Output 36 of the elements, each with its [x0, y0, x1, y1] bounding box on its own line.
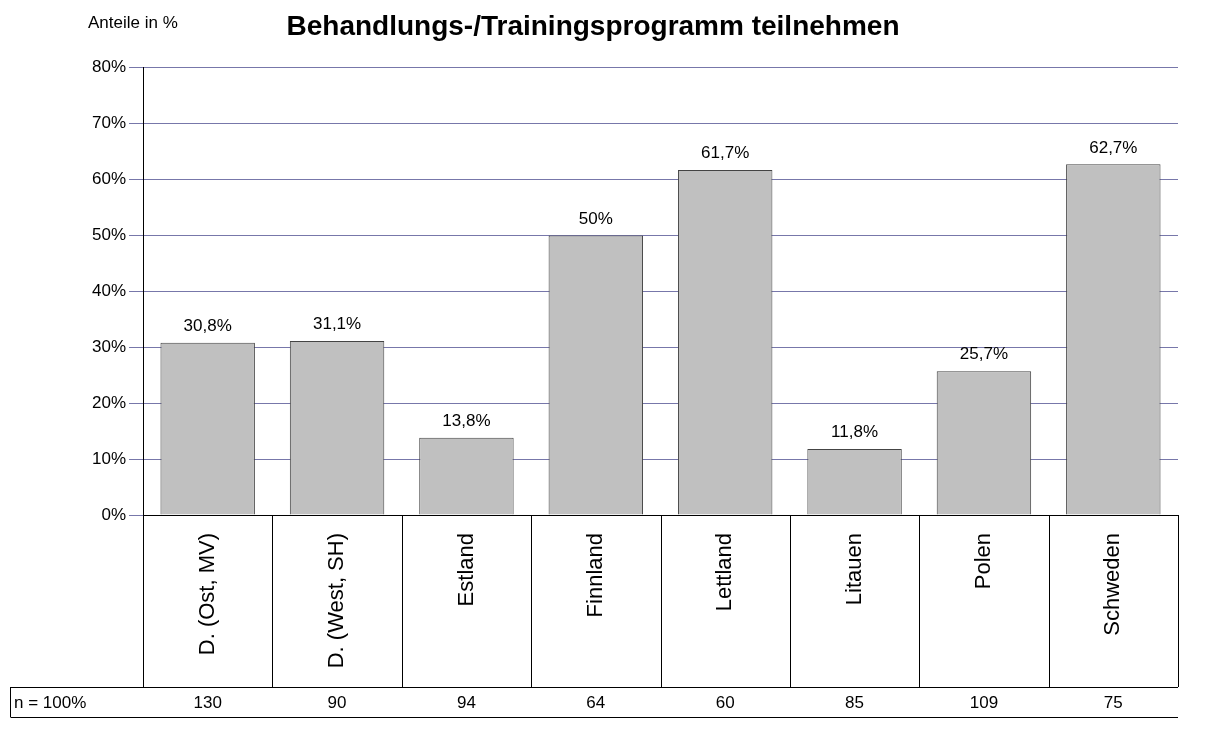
- y-tick-label: 40%: [91, 280, 126, 300]
- text: 109: [969, 692, 999, 712]
- text: 130: [193, 692, 222, 712]
- y-tick-label: 0%: [101, 504, 126, 524]
- data-label: 50%: [578, 208, 613, 228]
- text: 85: [845, 692, 865, 712]
- y-axis-title: Anteile in %: [88, 13, 178, 32]
- data-label: 61,7%: [701, 143, 750, 163]
- x-tick-label: Finnland: [581, 533, 607, 618]
- y-tick-label: 30%: [91, 336, 126, 356]
- data-label: 30,8%: [183, 315, 232, 335]
- y-tick-label: 20%: [91, 392, 126, 412]
- y-tick-label: 60%: [91, 169, 126, 189]
- text: 64: [586, 692, 606, 712]
- text: 90: [327, 692, 347, 712]
- x-tick-label: Lettland: [711, 533, 737, 612]
- x-tick-label: Estland: [452, 533, 478, 607]
- data-label: 13,8%: [442, 411, 491, 431]
- x-tick-label: Polen: [970, 533, 995, 590]
- x-tick-label: Schweden: [1099, 533, 1125, 636]
- data-label: 62,7%: [1089, 137, 1138, 157]
- x-tick-label: D. (Ost, MV): [193, 533, 219, 656]
- chart-title: Behandlungs-/Trainingsprogramm teilnehmen: [286, 9, 900, 41]
- y-tick-label: 80%: [91, 57, 126, 77]
- y-tick-label: 10%: [91, 448, 126, 468]
- x-tick-label: Litauen: [840, 533, 866, 606]
- text: n = 100%: [14, 692, 87, 712]
- data-label: 25,7%: [959, 344, 1009, 364]
- text: 60: [715, 692, 735, 712]
- y-tick-label: 50%: [91, 225, 126, 245]
- data-label: 11,8%: [831, 422, 879, 442]
- text: 94: [456, 692, 476, 712]
- text: 75: [1103, 692, 1123, 712]
- y-tick-label: 70%: [91, 113, 126, 133]
- data-label: 31,1%: [312, 314, 362, 334]
- x-tick-label: D. (West, SH): [323, 533, 349, 669]
